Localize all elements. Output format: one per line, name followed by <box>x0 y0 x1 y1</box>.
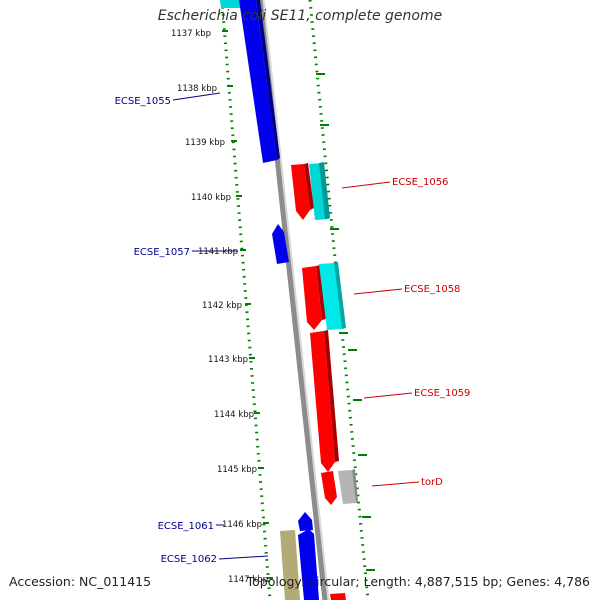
gene-label-ecse-1056: ECSE_1056 <box>392 177 448 188</box>
gene-tord <box>321 471 337 505</box>
gene-cyan-2-shade <box>334 262 346 329</box>
gene-label-ecse-1057: ECSE_1057 <box>134 247 190 258</box>
tick-label: 1142 kbp <box>202 301 242 311</box>
summary-text: Topology: circular; Length: 4,887,515 bp… <box>246 574 590 589</box>
ruler-ticks <box>222 30 375 579</box>
gene-cyan-top <box>220 0 241 8</box>
tick-label: 1147 kbp <box>228 575 268 585</box>
tick-label: 1146 kbp <box>222 520 262 530</box>
tick-labels: 1137 kbp 1138 kbp 1139 kbp 1140 kbp 1141… <box>171 29 268 585</box>
genome-title: Escherichia coli SE11, complete genome <box>157 8 443 24</box>
label-connectors <box>172 92 420 560</box>
gene-label-ecse-1061: ECSE_1061 <box>158 521 214 532</box>
tick-label: 1140 kbp <box>191 193 231 203</box>
connector-ecse-1058 <box>353 288 403 295</box>
gene-ecse-1056 <box>291 164 310 220</box>
gene-gray <box>338 470 356 504</box>
gene-ecse-1062-olive <box>280 530 300 600</box>
gene-ecse-1058-shade <box>316 265 326 320</box>
outer-ruler-dots <box>308 0 370 601</box>
tick-label: 1138 kbp <box>177 84 217 94</box>
gene-ecse-1057 <box>272 224 289 264</box>
gene-label-ecse-1059: ECSE_1059 <box>414 388 470 399</box>
tick-label: 1143 kbp <box>208 355 248 365</box>
gene-labels-right: ECSE_1056 ECSE_1058 ECSE_1059 torD <box>392 177 470 488</box>
gene-ecse-1055-shade <box>256 0 280 160</box>
gene-label-ecse-1058: ECSE_1058 <box>404 284 460 295</box>
tick-label: 1139 kbp <box>185 138 225 148</box>
gene-ecse-1056-shade <box>304 163 314 210</box>
gene-label-ecse-1062: ECSE_1062 <box>161 554 217 565</box>
tick-label: 1144 kbp <box>214 410 254 420</box>
tick-label: 1137 kbp <box>171 29 211 39</box>
inner-ruler-dots <box>220 0 272 601</box>
gene-red-bottom <box>330 593 346 600</box>
tick-label: 1145 kbp <box>217 465 257 475</box>
gene-ecse-1055 <box>239 0 277 163</box>
gene-cyan-2 <box>319 263 342 330</box>
gene-label-ecse-1055: ECSE_1055 <box>115 96 171 107</box>
genes <box>220 0 358 600</box>
connector-ecse-1055 <box>172 92 221 101</box>
gene-cyan-1-shade <box>319 162 330 219</box>
connector-ecse-1059 <box>363 392 413 399</box>
gene-ecse-1059 <box>310 331 335 472</box>
gene-gray-shade <box>352 469 358 503</box>
gene-ecse-1062 <box>298 529 319 600</box>
gene-label-tord: torD <box>421 477 443 488</box>
gene-ecse-1059-shade <box>324 330 339 462</box>
gene-ecse-1061 <box>298 512 313 531</box>
tick-label: 1141 kbp <box>198 247 238 257</box>
gene-ecse-1058 <box>302 266 322 330</box>
gene-labels-left: ECSE_1055 ECSE_1057 ECSE_1061 ECSE_1062 <box>115 96 217 565</box>
ruler-dots <box>220 0 370 601</box>
connector-tord <box>371 481 420 487</box>
connector-ecse-1062 <box>218 555 269 560</box>
connector-ecse-1056 <box>341 181 391 189</box>
accession-text: Accession: NC_011415 <box>9 574 152 589</box>
